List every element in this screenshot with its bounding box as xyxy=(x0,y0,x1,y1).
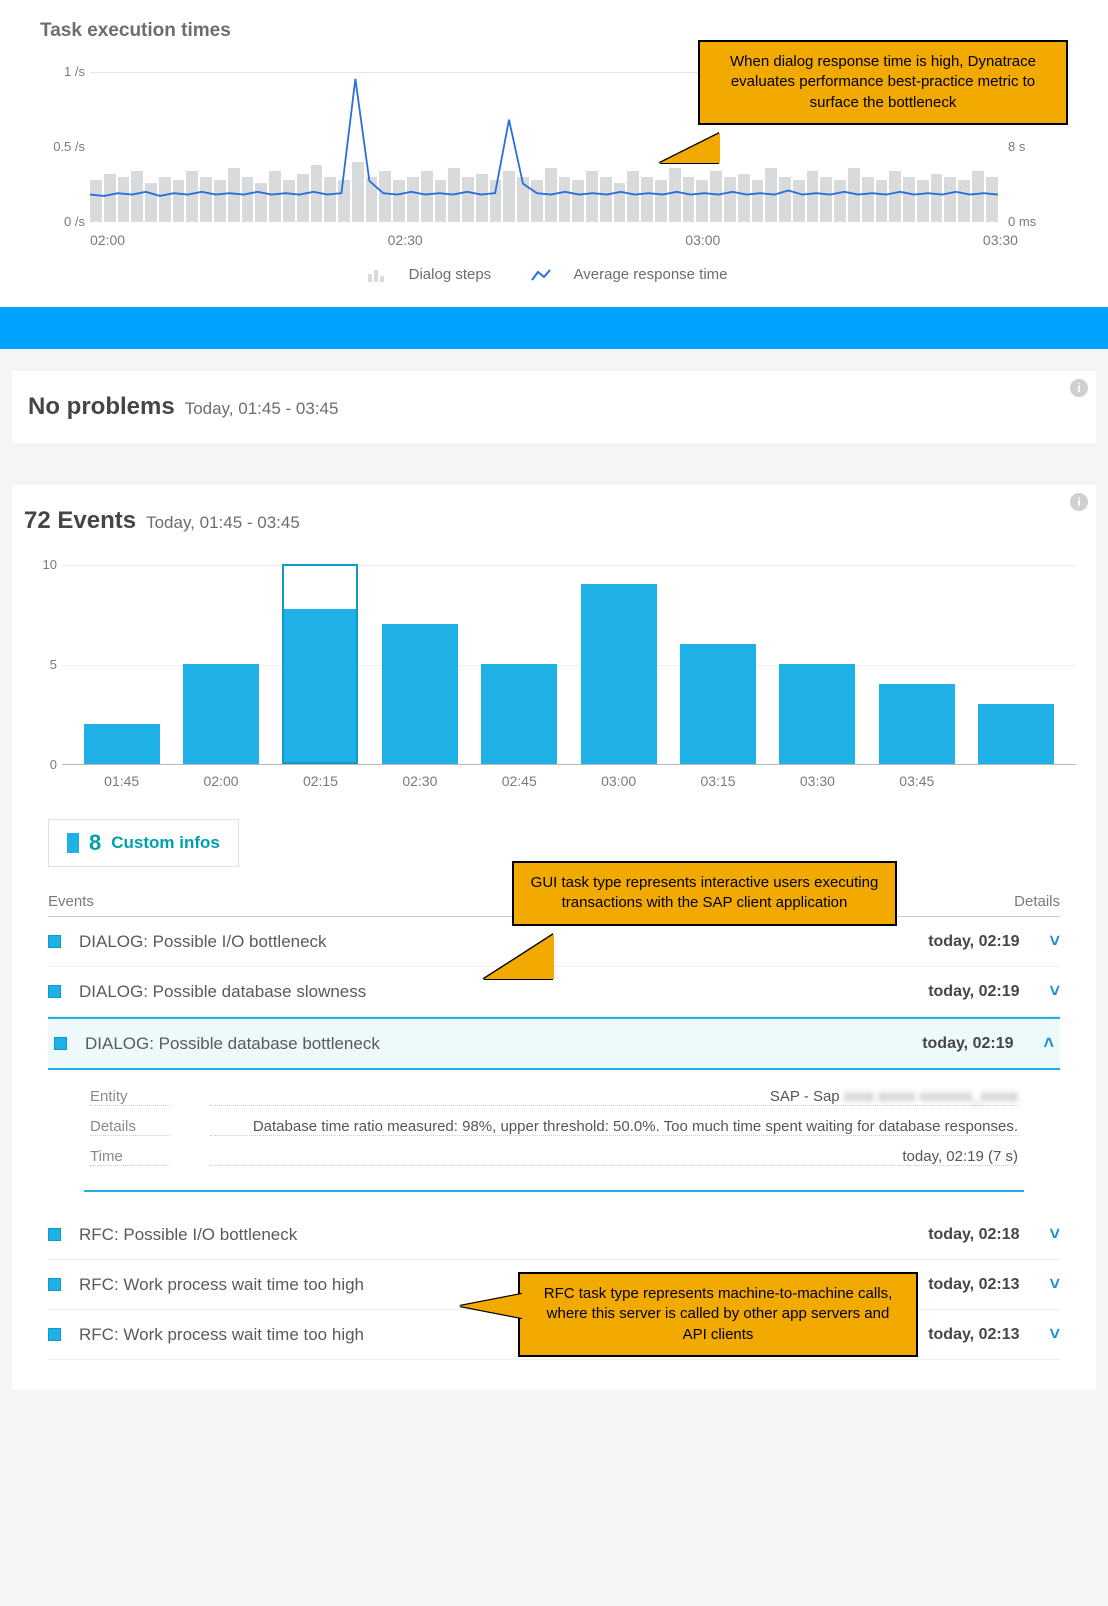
custom-infos-count: 8 xyxy=(89,830,101,856)
x-label: 02:15 xyxy=(282,773,358,789)
event-name: RFC: Possible I/O bottleneck xyxy=(79,1225,928,1245)
x-label: 03:30 xyxy=(983,232,1018,248)
x-label: 03:15 xyxy=(680,773,756,789)
separator-strip xyxy=(0,307,1108,349)
info-icon[interactable]: i xyxy=(1070,493,1088,511)
callout-gui-task: GUI task type represents interactive use… xyxy=(512,861,897,926)
th-events: Events xyxy=(48,893,94,910)
y-right-label: 8 s xyxy=(1008,139,1068,154)
task-chart-title: Task execution times xyxy=(30,20,1078,42)
x-label: 02:30 xyxy=(382,773,458,789)
y-label: 10 xyxy=(32,557,57,572)
th-details: Details xyxy=(1014,893,1060,910)
square-icon xyxy=(48,1328,61,1341)
task-chart-xaxis: 02:00 02:30 03:00 03:30 xyxy=(90,232,1018,248)
callout-dialog-response: When dialog response time is high, Dynat… xyxy=(698,40,1068,125)
legend-line-label: Average response time xyxy=(574,266,728,283)
detail-details-value: Database time ratio measured: 98%, upper… xyxy=(210,1118,1018,1136)
chevron-down-icon[interactable]: ˅ xyxy=(1049,981,1060,1002)
events-bar[interactable] xyxy=(978,704,1054,764)
y-left-label: 1 /s xyxy=(30,64,85,79)
events-chart-xaxis: 01:45 02:00 02:15 02:30 02:45 03:00 03:15 03:30… xyxy=(62,765,1076,789)
x-label: 03:00 xyxy=(685,232,720,248)
events-bar[interactable] xyxy=(481,664,557,764)
square-icon xyxy=(67,833,79,853)
events-bar[interactable] xyxy=(581,584,657,764)
task-chart-legend: Dialog steps Average response time xyxy=(30,266,1078,283)
events-bar[interactable] xyxy=(779,664,855,764)
events-chart: 1050 01:4502:0002:1502:3002:4503:0003:15… xyxy=(32,565,1076,789)
square-icon xyxy=(54,1037,67,1050)
event-detail: Entity SAP - Sap xxxx xxxxx xxxxxxx_xxxxx… xyxy=(84,1070,1024,1192)
custom-infos-label: Custom infos xyxy=(111,833,220,853)
y-right-label: 0 ms xyxy=(1008,214,1068,229)
square-icon xyxy=(48,1278,61,1291)
square-icon xyxy=(48,1228,61,1241)
info-icon[interactable]: i xyxy=(1070,379,1088,397)
no-problems-panel[interactable]: No problems Today, 01:45 - 03:45 i xyxy=(12,371,1096,443)
events-panel: 72 Events Today, 01:45 - 03:45 i 10 5 0 01… xyxy=(12,485,1096,1390)
x-label: 03:45 xyxy=(879,773,955,789)
events-sub: Today, 01:45 - 03:45 xyxy=(146,513,300,533)
event-row[interactable]: DIALOG: Possible database slownesstoday,… xyxy=(48,967,1060,1017)
callout-rfc-task: RFC task type represents machine-to-mach… xyxy=(518,1272,918,1357)
detail-entity-value: SAP - Sap xxxx xxxxx xxxxxxx_xxxxx xyxy=(210,1088,1018,1106)
x-label: 02:00 xyxy=(90,232,125,248)
no-problems-sub: Today, 01:45 - 03:45 xyxy=(185,399,339,419)
chevron-up-icon[interactable]: ˄ xyxy=(1043,1033,1054,1054)
custom-infos-filter[interactable]: 8 Custom infos xyxy=(48,819,239,867)
x-label: 02:00 xyxy=(183,773,259,789)
event-name: DIALOG: Possible database slowness xyxy=(79,982,928,1002)
x-label: 02:45 xyxy=(481,773,557,789)
event-timestamp: today, 02:19 xyxy=(922,1035,1013,1053)
no-problems-title: No problems xyxy=(28,393,175,421)
chevron-down-icon[interactable]: ˅ xyxy=(1049,1324,1060,1345)
events-bar[interactable] xyxy=(84,724,160,764)
events-bar[interactable] xyxy=(879,684,955,764)
events-title: 72 Events xyxy=(24,507,136,535)
y-left-label: 0 /s xyxy=(30,214,85,229)
events-bar[interactable] xyxy=(183,664,259,764)
event-row[interactable]: DIALOG: Possible database bottlenecktoda… xyxy=(48,1017,1060,1070)
detail-details-label: Details xyxy=(90,1118,170,1136)
y-label: 0 xyxy=(32,757,57,772)
chevron-down-icon[interactable]: ˅ xyxy=(1049,1224,1060,1245)
event-timestamp: today, 02:13 xyxy=(928,1276,1019,1294)
y-label: 5 xyxy=(32,657,57,672)
x-label: 03:00 xyxy=(581,773,657,789)
legend-bars-label: Dialog steps xyxy=(409,266,492,283)
chevron-down-icon[interactable]: ˅ xyxy=(1049,1274,1060,1295)
event-timestamp: today, 02:19 xyxy=(928,983,1019,1001)
event-timestamp: today, 02:13 xyxy=(928,1326,1019,1344)
events-table: Events Details DIALOG: Possible I/O bott… xyxy=(48,887,1060,1360)
events-bar[interactable] xyxy=(382,624,458,764)
bars-icon xyxy=(368,268,386,282)
task-execution-panel: Task execution times 1 /s 0.5 /s 0 /s 8 s 0… xyxy=(0,0,1108,307)
event-timestamp: today, 02:18 xyxy=(928,1226,1019,1244)
line-icon xyxy=(531,268,551,282)
square-icon xyxy=(48,985,61,998)
x-label: 03:30 xyxy=(779,773,855,789)
square-icon xyxy=(48,935,61,948)
y-left-label: 0.5 /s xyxy=(30,139,85,154)
event-row[interactable]: RFC: Possible I/O bottlenecktoday, 02:18… xyxy=(48,1210,1060,1260)
event-timestamp: today, 02:19 xyxy=(928,933,1019,951)
events-bar[interactable] xyxy=(680,644,756,764)
detail-time-value: today, 02:19 (7 s) xyxy=(210,1148,1018,1166)
x-label: 02:30 xyxy=(388,232,423,248)
chevron-down-icon[interactable]: ˅ xyxy=(1049,931,1060,952)
events-bar[interactable] xyxy=(282,564,358,764)
detail-entity-label: Entity xyxy=(90,1088,170,1106)
detail-time-label: Time xyxy=(90,1148,170,1166)
event-name: DIALOG: Possible database bottleneck xyxy=(85,1034,922,1054)
x-label: 01:45 xyxy=(84,773,160,789)
